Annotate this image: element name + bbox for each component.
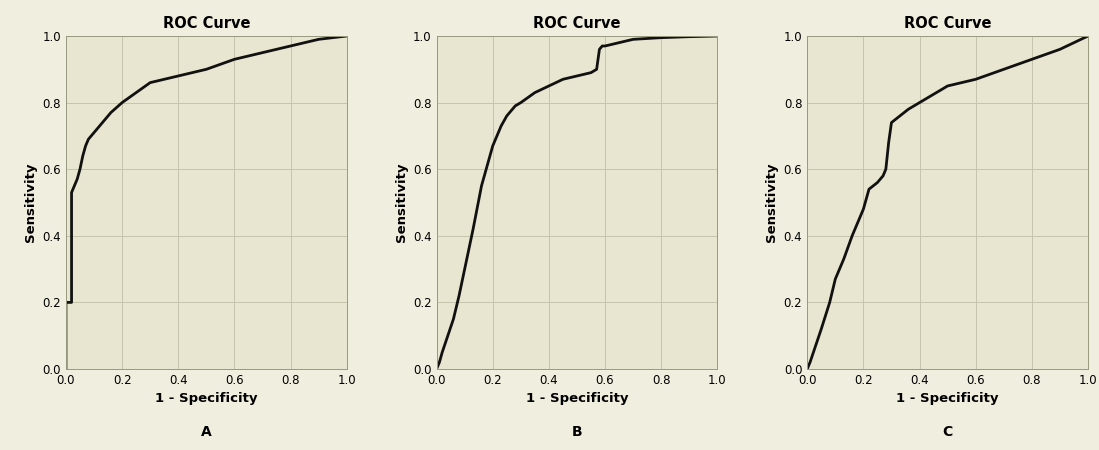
Title: ROC Curve: ROC Curve: [903, 16, 991, 31]
Title: ROC Curve: ROC Curve: [163, 16, 251, 31]
Y-axis label: Sensitivity: Sensitivity: [24, 163, 37, 242]
Text: C: C: [943, 425, 953, 439]
X-axis label: 1 - Specificity: 1 - Specificity: [155, 392, 257, 405]
X-axis label: 1 - Specificity: 1 - Specificity: [525, 392, 629, 405]
Title: ROC Curve: ROC Curve: [533, 16, 621, 31]
Text: A: A: [201, 425, 212, 439]
Text: B: B: [571, 425, 582, 439]
X-axis label: 1 - Specificity: 1 - Specificity: [897, 392, 999, 405]
Y-axis label: Sensitivity: Sensitivity: [765, 163, 778, 242]
Y-axis label: Sensitivity: Sensitivity: [395, 163, 408, 242]
